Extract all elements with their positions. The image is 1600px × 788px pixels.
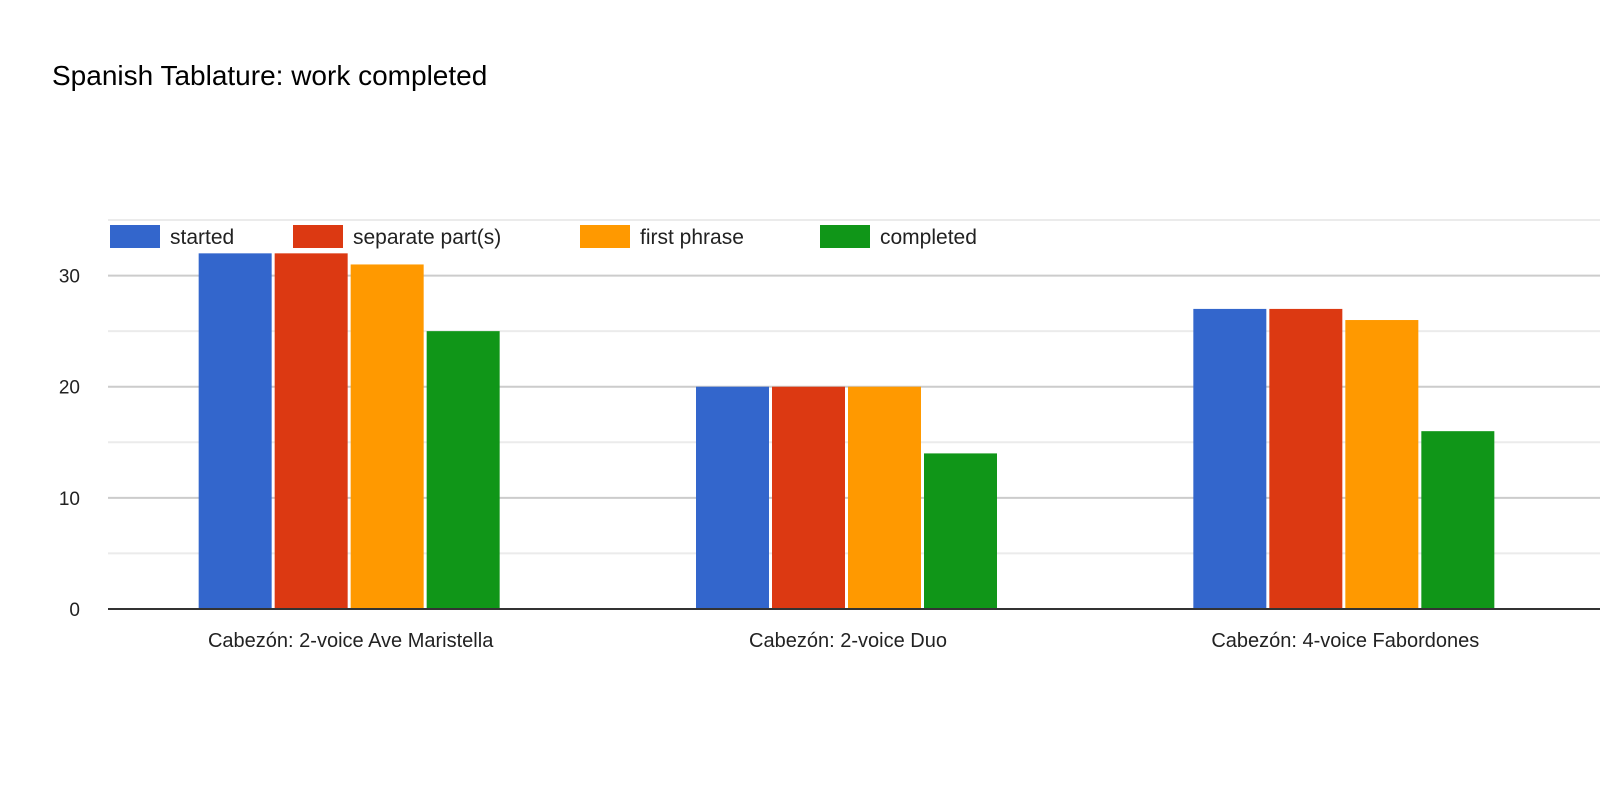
bar-started-3 bbox=[1193, 308, 1267, 609]
legend-swatch-1 bbox=[110, 225, 160, 248]
bar-first-phrase-2 bbox=[848, 386, 921, 609]
bar-started-2 bbox=[696, 386, 769, 609]
legend-label-3: first phrase bbox=[640, 226, 744, 249]
y-tick-label: 10 bbox=[59, 489, 80, 510]
x-tick-label: Cabezón: 2-voice Ave Maristella bbox=[208, 630, 494, 652]
bar-separate-part-s--3 bbox=[1269, 308, 1343, 609]
chart-title: Spanish Tablature: work completed bbox=[52, 60, 487, 91]
bar-separate-part-s--2 bbox=[772, 386, 845, 609]
x-tick-label: Cabezón: 2-voice Duo bbox=[749, 630, 947, 652]
legend-swatch-4 bbox=[820, 225, 870, 248]
bar-completed-2 bbox=[924, 453, 997, 609]
bar-completed-1 bbox=[426, 331, 500, 609]
y-tick-label: 20 bbox=[59, 378, 80, 399]
y-tick-label: 30 bbox=[59, 267, 80, 288]
y-tick-label: 0 bbox=[69, 600, 80, 621]
bar-separate-part-s--1 bbox=[274, 253, 348, 610]
legend-swatch-3 bbox=[580, 225, 630, 248]
legend-label-4: completed bbox=[880, 226, 977, 249]
legend-label-1: started bbox=[170, 226, 234, 249]
legend-swatch-2 bbox=[293, 225, 343, 248]
bar-first-phrase-3 bbox=[1345, 320, 1419, 609]
bar-started-1 bbox=[198, 253, 272, 610]
bar-completed-3 bbox=[1421, 431, 1495, 609]
legend-label-2: separate part(s) bbox=[353, 226, 501, 249]
x-tick-label: Cabezón: 4-voice Fabordones bbox=[1211, 630, 1479, 652]
bar-first-phrase-1 bbox=[350, 264, 424, 609]
